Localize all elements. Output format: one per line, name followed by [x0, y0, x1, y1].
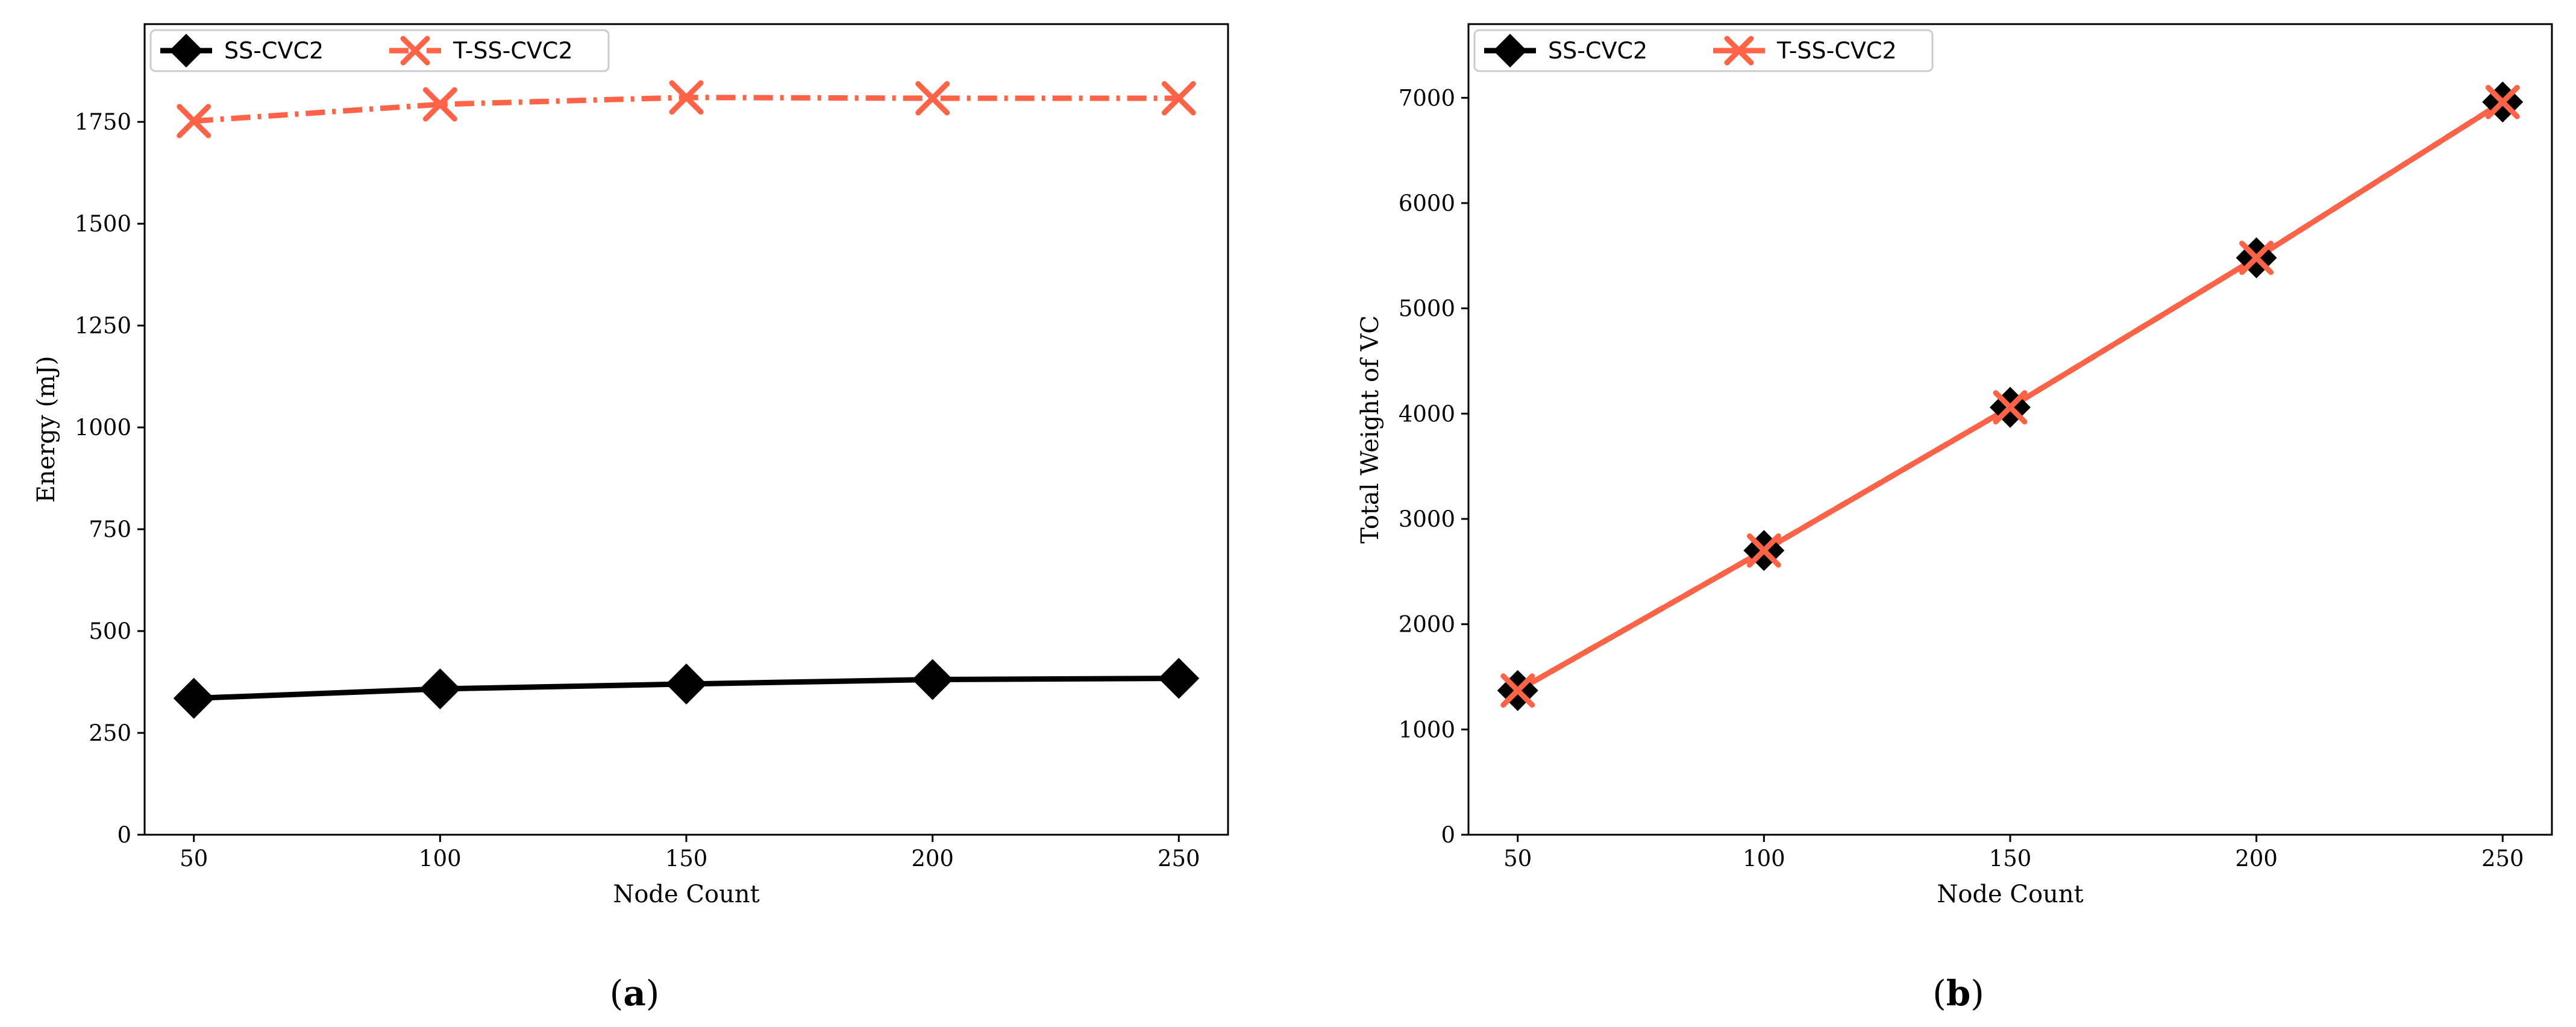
y-tick-label: 6000 — [1399, 190, 1455, 216]
x-axis-label: Node Count — [1937, 881, 2083, 908]
legend: SS-CVC2 T-SS-CVC2 — [1473, 29, 1934, 72]
caption-close: ) — [1970, 973, 1984, 1014]
data-point-diamond — [419, 668, 461, 710]
x-tick-label: 200 — [911, 846, 954, 872]
y-axis-label: Energy (mJ) — [33, 356, 60, 503]
data-point-x — [1993, 390, 2028, 425]
y-tick-label: 2000 — [1399, 612, 1455, 638]
data-point-x — [422, 87, 457, 122]
data-point-x-stroke — [177, 104, 212, 139]
y-tick-label: 1250 — [75, 313, 131, 339]
legend: SS-CVC2 T-SS-CVC2 — [149, 29, 610, 72]
data-point-x-stroke — [2485, 84, 2520, 119]
y-tick-label: 0 — [1441, 822, 1455, 848]
x-tick-label: 50 — [1503, 846, 1532, 872]
y-tick-label: 500 — [89, 618, 131, 644]
data-point-x-stroke — [1161, 81, 1196, 116]
x-tick-label: 150 — [1989, 846, 2032, 872]
data-point-x-stroke — [1993, 390, 2028, 425]
data-point-x — [2239, 240, 2274, 275]
caption-open: ( — [1932, 973, 1946, 1014]
y-tick-label: 1000 — [75, 415, 131, 441]
y-tick-label: 1000 — [1399, 717, 1455, 743]
legend-marker-diamond — [1493, 34, 1527, 68]
legend-entry-t-ss-cvc2: T-SS-CVC2 — [1776, 37, 1897, 64]
panel-caption: (b) — [1932, 973, 1984, 1014]
legend-entry-ss-cvc2: SS-CVC2 — [1548, 37, 1647, 64]
plot-frame — [1467, 23, 2553, 836]
caption-open: ( — [610, 973, 624, 1014]
data-point-x — [1161, 81, 1196, 116]
data-point-x-stroke — [669, 80, 704, 115]
y-tick-label: 5000 — [1399, 296, 1455, 322]
x-tick-label: 150 — [665, 846, 708, 872]
legend-marker-x — [400, 36, 430, 66]
x-tick-label: 250 — [1158, 846, 1200, 872]
data-point-x — [669, 80, 704, 115]
data-point-x-stroke — [2239, 240, 2274, 275]
chart-panel-b: 50 100 150 200 250 0 1000 2000 3000 4000 5000 6000 7… — [1356, 23, 2553, 1014]
y-tick-label: 3000 — [1399, 506, 1455, 532]
data-point-diamond — [1158, 658, 1200, 699]
data-point-x-stroke — [915, 81, 950, 116]
y-tick-label: 4000 — [1399, 401, 1455, 427]
data-point-diamond — [666, 663, 707, 705]
panel-caption: (a) — [610, 973, 660, 1014]
y-tick-label: 7000 — [1399, 85, 1455, 111]
x-tick-label: 250 — [2481, 846, 2524, 872]
legend-entry-ss-cvc2: SS-CVC2 — [224, 37, 324, 64]
data-point-x-stroke — [422, 87, 457, 122]
caption-letter: b — [1946, 973, 1971, 1014]
data-point-x-stroke — [1746, 533, 1781, 568]
x-tick-label: 100 — [419, 846, 462, 872]
data-point-x — [2485, 84, 2520, 119]
y-axis-label: Total Weight of VC — [1356, 315, 1384, 544]
y-tick-label: 750 — [89, 517, 131, 542]
data-point-x — [1500, 673, 1535, 708]
data-point-x — [915, 81, 950, 116]
legend-marker-x — [1724, 36, 1754, 66]
y-tick-label: 1750 — [75, 109, 131, 135]
y-tick-label: 1500 — [75, 211, 131, 237]
y-tick-label: 0 — [117, 822, 131, 848]
plot-frame — [143, 23, 1229, 836]
x-axis-label: Node Count — [613, 881, 759, 908]
x-tick-label: 50 — [180, 846, 208, 872]
data-point-x — [177, 104, 212, 139]
x-tick-label: 200 — [2235, 846, 2278, 872]
chart-panel-a: 50 100 150 200 250 0 250 500 750 1000 1250 1500 1750… — [33, 23, 1229, 1014]
legend-box — [1473, 29, 1934, 72]
x-tick-label: 100 — [1743, 846, 1785, 872]
data-point-diamond — [912, 659, 953, 700]
legend-entry-t-ss-cvc2: T-SS-CVC2 — [453, 37, 573, 64]
data-point-x-stroke — [1500, 673, 1535, 708]
data-point-diamond — [173, 677, 215, 719]
data-point-x — [1746, 533, 1781, 568]
caption-letter: a — [623, 973, 646, 1014]
y-tick-label: 250 — [89, 720, 131, 746]
legend-marker-diamond — [169, 34, 203, 68]
caption-close: ) — [646, 973, 660, 1014]
legend-box — [149, 29, 610, 72]
